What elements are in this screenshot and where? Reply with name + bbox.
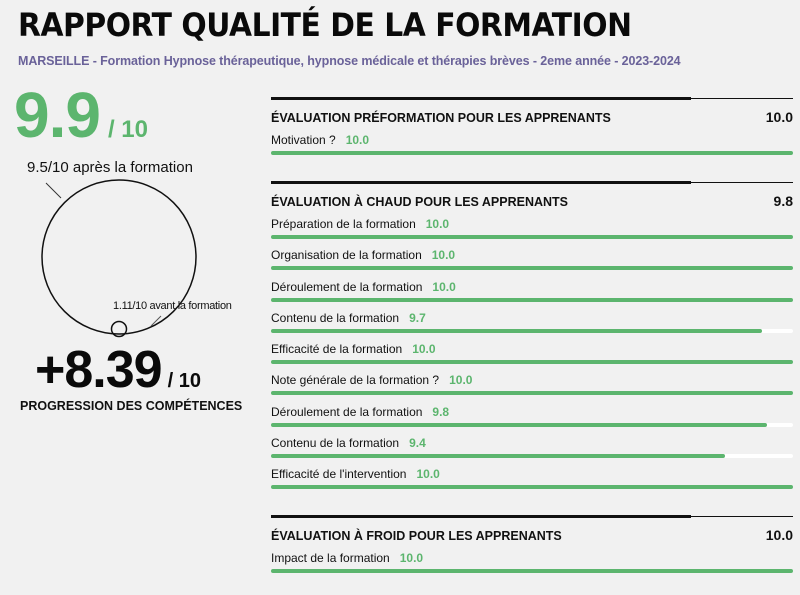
page-subtitle: MARSEILLE - Formation Hypnose thérapeuti… (18, 54, 681, 68)
rating-item: Déroulement de la formation 9.8 (271, 401, 793, 432)
progression-out-of: / 10 (167, 370, 201, 392)
rating-item: Note générale de la formation ? 10.0 (271, 369, 793, 400)
rating-item: Préparation de la formation 10.0 (271, 213, 793, 244)
rating-bar (271, 235, 793, 239)
rating-label: Préparation de la formation (271, 217, 416, 231)
rating-value: 10.0 (412, 342, 436, 357)
rating-value: 9.7 (409, 310, 426, 325)
progression-value: +8.39 (35, 341, 163, 399)
rating-item: Efficacité de l'intervention 10.0 (271, 463, 793, 494)
section-preformation: ÉVALUATION PRÉFORMATION POUR LES APPRENA… (271, 97, 793, 160)
progression-label: PROGRESSION DES COMPÉTENCES (20, 399, 243, 413)
rating-item: Organisation de la formation 10.0 (271, 244, 793, 275)
rating-value: 10.0 (345, 133, 370, 147)
rating-value: 10.0 (425, 217, 450, 231)
rating-bar (271, 266, 793, 271)
page-title: RAPPORT QUALITÉ DE LA FORMATION (18, 6, 632, 44)
rating-bar (271, 297, 793, 302)
section-divider (271, 181, 793, 184)
after-training-label: 9.5/10 après la formation (27, 159, 193, 176)
rating-bar (271, 422, 793, 427)
rating-label: Contenu de la formation (271, 436, 400, 451)
rating-label: Note générale de la formation ? (271, 373, 440, 388)
rating-item: Contenu de la formation 9.4 (271, 432, 793, 463)
progression-score: +8.39/ 10 (35, 340, 201, 400)
rating-item: Déroulement de la formation 10.0 (271, 276, 793, 307)
rating-value: 10.0 (431, 248, 456, 263)
section-cold-evaluation: ÉVALUATION À FROID POUR LES APPRENANTS 1… (271, 515, 793, 578)
rating-item: Efficacité de la formation 10.0 (271, 338, 793, 369)
section-hot-evaluation: ÉVALUATION À CHAUD POUR LES APPRENANTS 9… (271, 181, 793, 495)
section-score: 9.8 (773, 193, 793, 209)
rating-label: Organisation de la formation (271, 248, 422, 263)
rating-label: Impact de la formation (271, 551, 390, 565)
section-title: ÉVALUATION À FROID POUR LES APPRENANTS (271, 529, 562, 543)
rating-value: 10.0 (449, 373, 473, 388)
section-score: 10.0 (765, 109, 793, 125)
rating-value: 10.0 (432, 279, 456, 294)
rating-label: Efficacité de l'intervention (271, 467, 407, 482)
section-title: ÉVALUATION À CHAUD POUR LES APPRENANTS (271, 195, 569, 209)
section-divider (271, 97, 793, 100)
before-training-label: 1.11/10 avant la formation (113, 300, 232, 312)
rating-item: Motivation ? 10.0 (271, 129, 793, 160)
rating-label: Motivation ? (271, 133, 336, 147)
section-title: ÉVALUATION PRÉFORMATION POUR LES APPRENA… (271, 111, 611, 125)
rating-bar (271, 454, 793, 459)
rating-label: Contenu de la formation (271, 310, 400, 325)
progression-circles-icon (41, 179, 197, 338)
rating-value: 10.0 (399, 551, 424, 565)
section-score: 10.0 (765, 527, 793, 543)
rating-label: Déroulement de la formation (271, 279, 423, 294)
overall-score: 9.9/ 10 (14, 78, 148, 152)
section-divider (271, 515, 793, 518)
rating-item: Impact de la formation 10.0 (271, 547, 793, 578)
rating-bar (271, 151, 793, 155)
rating-value: 9.4 (409, 436, 426, 451)
rating-value: 10.0 (416, 467, 440, 482)
overall-score-out-of: / 10 (107, 116, 148, 143)
rating-bar (271, 485, 793, 490)
rating-label: Efficacité de la formation (271, 342, 403, 357)
rating-label: Déroulement de la formation (271, 404, 423, 419)
overall-score-value: 9.9 (14, 79, 101, 151)
rating-bar (271, 569, 793, 573)
rating-item: Contenu de la formation 9.7 (271, 307, 793, 338)
rating-value: 9.8 (432, 404, 450, 419)
rating-bar (271, 391, 793, 396)
rating-bar (271, 328, 793, 333)
rating-bar (271, 360, 793, 365)
